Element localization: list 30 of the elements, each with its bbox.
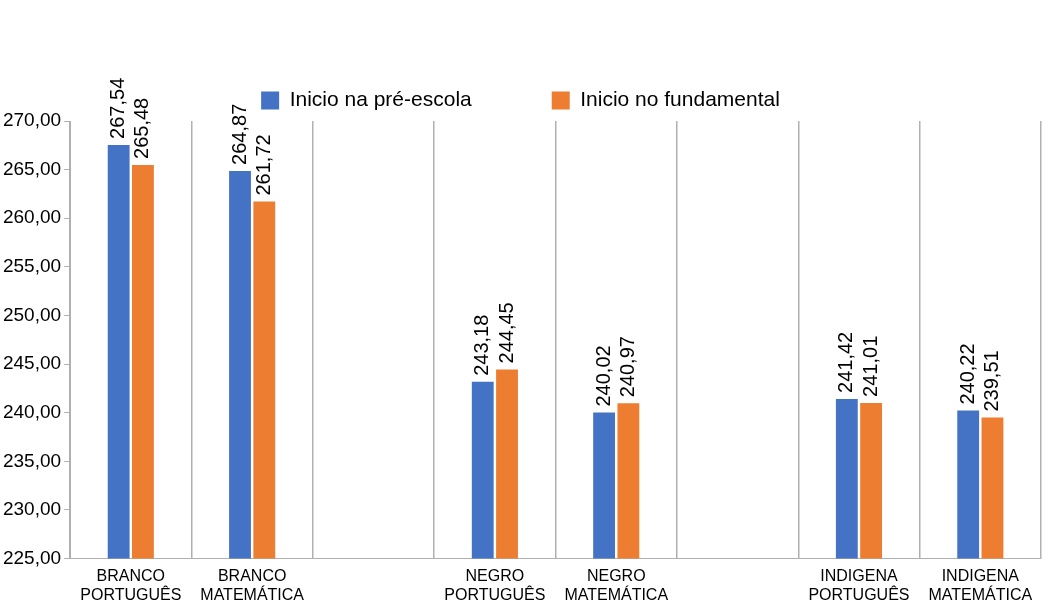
- y-tick-label: 270,00: [2, 109, 62, 131]
- data-label: 244,45: [494, 302, 517, 364]
- y-tick-label: 230,00: [2, 498, 62, 520]
- y-tick-label: 245,00: [2, 352, 62, 374]
- x-tick-label: NEGRO MATEMÁTICA: [564, 566, 669, 603]
- y-tick-label: 250,00: [2, 303, 62, 325]
- x-tick-label: INDIGENA PORTUGUÊS: [808, 566, 910, 603]
- x-tick-label: INDIGENA MATEMÁTICA: [928, 566, 1033, 603]
- data-label: 267,54: [106, 77, 129, 139]
- y-tick-label: 260,00: [2, 206, 62, 228]
- data-label: 264,87: [227, 103, 250, 165]
- x-tick-label: BRANCO MATEMÁTICA: [200, 566, 305, 603]
- data-label: 240,97: [615, 336, 638, 398]
- data-label: 241,42: [834, 331, 857, 393]
- y-tick-label: 225,00: [2, 546, 62, 568]
- data-label: 243,18: [470, 314, 493, 376]
- legend-label: Inicio na pré-escola: [289, 87, 473, 111]
- legend-label: Inicio no fundamental: [580, 87, 780, 111]
- data-label: 240,02: [591, 345, 614, 407]
- data-label: 265,48: [130, 97, 153, 159]
- x-tick-label: BRANCO PORTUGUÊS: [80, 566, 182, 603]
- data-label: 241,01: [858, 335, 881, 397]
- x-tick-label: NEGRO PORTUGUÊS: [444, 566, 546, 603]
- data-label: 239,51: [979, 350, 1002, 412]
- y-tick-label: 255,00: [2, 255, 62, 277]
- y-tick-label: 240,00: [2, 400, 62, 422]
- y-tick-label: 265,00: [2, 157, 62, 179]
- y-tick-label: 235,00: [2, 449, 62, 471]
- data-label: 261,72: [251, 134, 274, 196]
- data-label: 240,22: [955, 343, 978, 405]
